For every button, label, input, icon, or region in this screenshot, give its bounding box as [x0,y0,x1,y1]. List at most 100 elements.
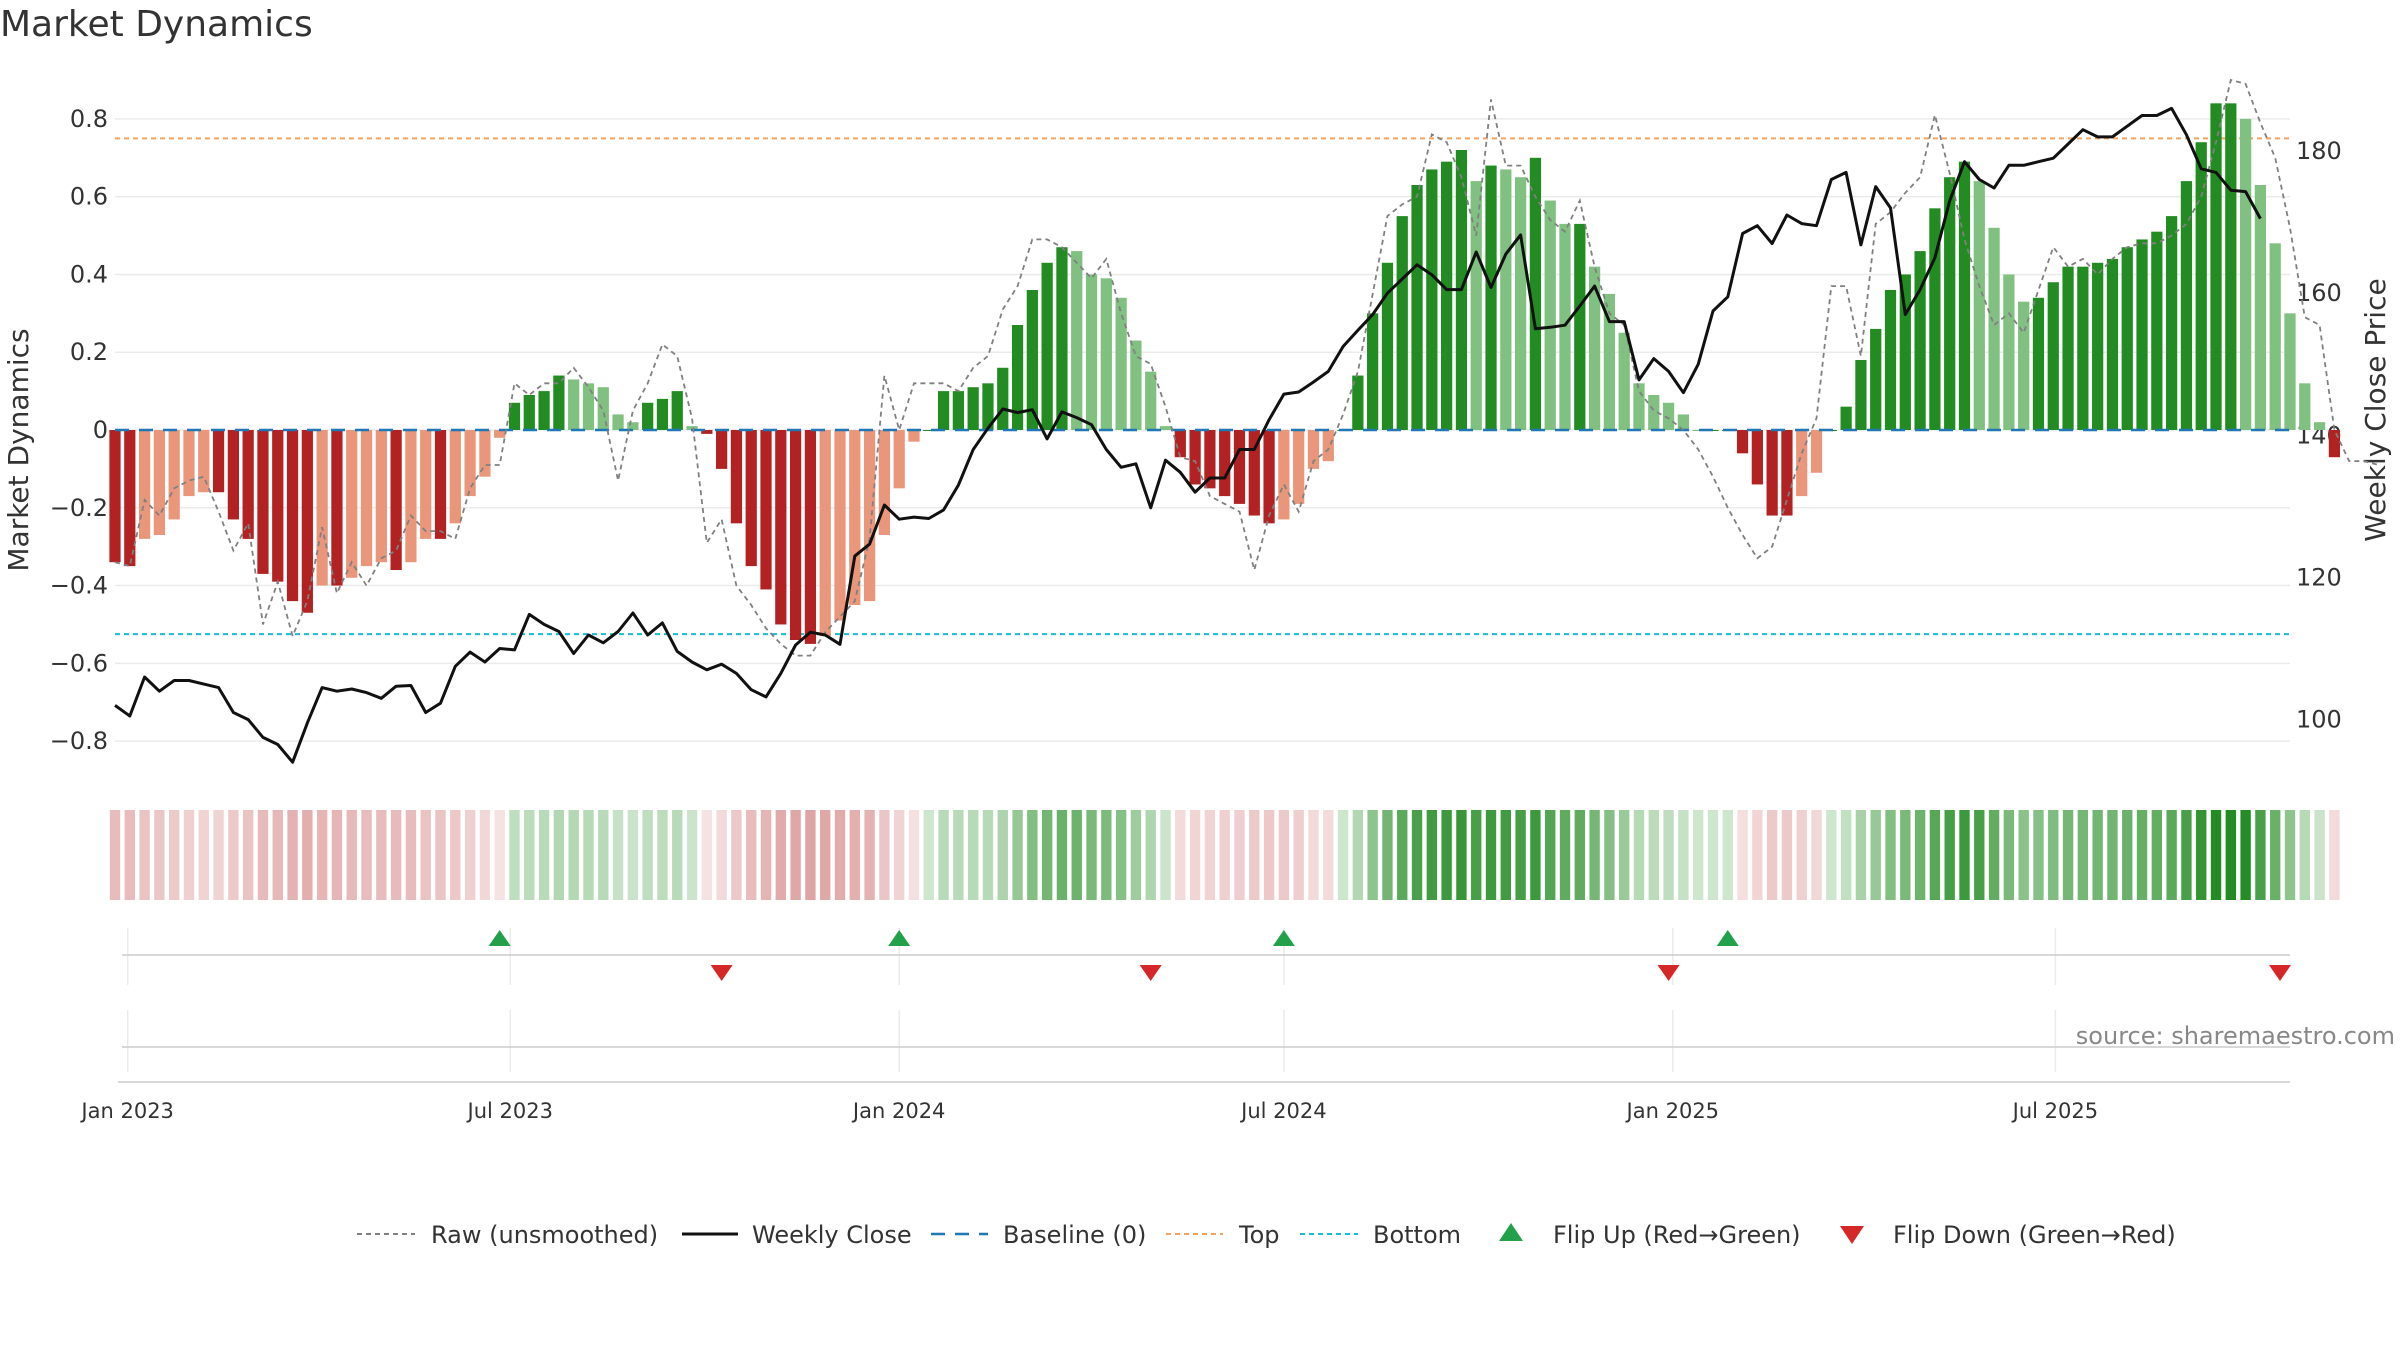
heat-cell [1648,810,1659,900]
legend-swatch-flip-up [1499,1223,1523,1241]
heat-cell [257,810,269,900]
heat-cell [2299,810,2310,900]
y-tick-label: −0.4 [50,572,108,600]
bar [1633,383,1645,430]
heat-cell [1397,810,1408,900]
heat-cell [775,810,787,900]
bar [745,430,757,567]
heat-cell [1101,810,1112,900]
bar [523,395,535,430]
bar [789,430,802,640]
heat-cell [213,810,224,900]
heat-cell [642,810,653,900]
bar [316,430,328,586]
heat-cell [760,810,772,900]
y-tick-label: −0.2 [50,494,108,522]
legend-label: Baseline (0) [1003,1221,1146,1249]
y-tick-label: 0.8 [70,105,108,133]
bar [1071,251,1083,430]
bar [923,430,935,431]
bar [1145,371,1157,430]
heat-cell [938,810,949,900]
bar [2328,430,2341,458]
heat-cell [1323,810,1334,900]
heat-cell [1737,810,1748,900]
bar [1677,414,1689,430]
heat-cell [1929,810,1941,900]
bar [1751,430,1763,485]
bar [553,375,565,430]
bar [2299,383,2311,430]
heat-cell [139,810,150,900]
heat-cell [953,810,964,900]
heat-cell [405,810,417,900]
bar [1766,430,1778,516]
heat-cell [568,810,579,900]
bar [908,430,920,442]
bar [538,391,550,430]
heat-cell [168,810,180,900]
bar [2032,297,2045,430]
bar [109,430,121,563]
heat-cell [331,810,343,900]
x-tick-label: Jul 2024 [1239,1099,1326,1123]
heat-cell [538,810,550,900]
heat-cell [879,810,890,900]
heat-cell [1781,810,1793,900]
legend-label: Flip Down (Green→Red) [1893,1221,2176,1249]
bar [2210,103,2222,430]
heat-cell [805,810,816,900]
heat-cell [435,810,446,900]
heat-cell [420,810,431,900]
bar [1248,430,1260,516]
bar [2284,313,2296,430]
heat-cell [1840,810,1852,900]
bar [1041,262,1053,430]
heat-cell [154,810,165,900]
heat-cell [316,810,328,900]
heat-cell [1115,810,1127,900]
bar [1204,430,1216,489]
heat-cell [1515,810,1526,900]
legend: Raw (unsmoothed) Weekly Close Baseline (0)… [357,1221,2176,1249]
heat-cell [746,810,757,900]
bar [2003,274,2015,430]
bar [1796,430,1808,497]
bar [479,430,491,477]
heat-cell [1589,810,1600,900]
bar [2166,216,2178,430]
bar [1781,430,1793,516]
bar [1322,430,1334,462]
heat-cell [982,810,994,900]
bar [1278,430,1290,520]
heat-cell [657,810,668,900]
bar [1441,161,1453,430]
heat-cell [494,810,505,900]
heat-cell [1382,810,1393,900]
heat-cell [997,810,1008,900]
x-tick-label: Jan 2025 [1625,1099,1720,1123]
flip-down-marker [710,965,733,981]
heat-cell [612,810,624,900]
bar [1056,247,1068,430]
bar [686,426,698,430]
bar [1011,325,1024,430]
bar [893,430,905,489]
y2-tick-label: 160 [2296,279,2342,307]
flip-down-marker [2269,965,2291,981]
bar [1929,208,1941,430]
bar [420,430,432,539]
heat-cell [1618,810,1630,900]
heat-cell [183,810,195,900]
heat-cell [1441,810,1452,900]
legend-label: Top [1238,1221,1280,1249]
bar [390,430,402,570]
raw-series-line [114,78,2380,657]
y2-tick-label: 100 [2296,706,2342,734]
heat-cell [790,810,801,900]
bar [1085,274,1098,430]
heat-cell [287,810,298,900]
bar [863,430,876,602]
bar [183,430,195,497]
heat-cell [893,810,905,900]
